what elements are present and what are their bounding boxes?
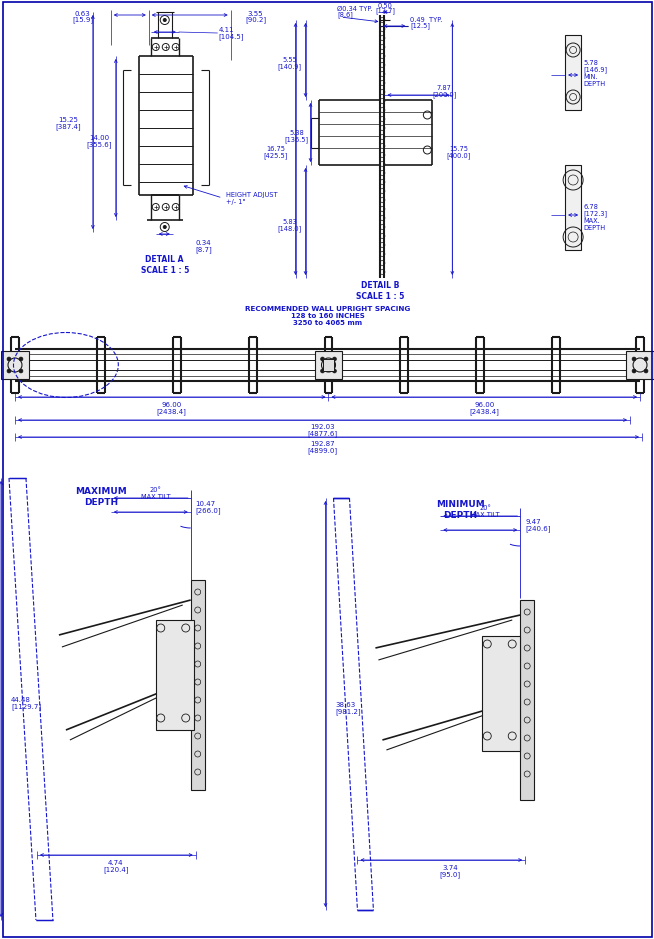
Bar xyxy=(322,359,334,371)
Text: [2438.4]: [2438.4] xyxy=(470,408,499,415)
Text: [12.7]: [12.7] xyxy=(375,8,396,14)
Text: MAX TILT: MAX TILT xyxy=(141,494,171,500)
Text: 38.63: 38.63 xyxy=(336,702,356,708)
Text: 0.34: 0.34 xyxy=(196,240,211,246)
Text: 3.74: 3.74 xyxy=(443,865,458,871)
Circle shape xyxy=(164,19,166,22)
Circle shape xyxy=(332,369,337,373)
Text: MAXIMUM
DEPTH: MAXIMUM DEPTH xyxy=(75,487,127,507)
Bar xyxy=(482,636,520,751)
Circle shape xyxy=(164,225,166,228)
Text: [15.9]: [15.9] xyxy=(73,17,94,23)
Text: DETAIL B
SCALE 1 : 5: DETAIL B SCALE 1 : 5 xyxy=(356,282,405,300)
Text: 5.83: 5.83 xyxy=(282,219,297,225)
Bar xyxy=(520,600,534,800)
Circle shape xyxy=(644,357,648,361)
Text: [266.0]: [266.0] xyxy=(196,508,221,515)
Text: 20°: 20° xyxy=(479,505,491,511)
Circle shape xyxy=(632,357,636,361)
Text: 9.47: 9.47 xyxy=(525,519,541,525)
Text: DETAIL A
SCALE 1 : 5: DETAIL A SCALE 1 : 5 xyxy=(141,255,189,275)
Circle shape xyxy=(19,369,23,373)
Text: HEIGHT ADJUST: HEIGHT ADJUST xyxy=(226,192,277,198)
Text: DEPTH: DEPTH xyxy=(583,81,605,87)
Text: [12.5]: [12.5] xyxy=(410,23,430,29)
Text: [140.9]: [140.9] xyxy=(277,64,301,70)
Circle shape xyxy=(7,357,11,361)
Text: RECOMMENDED WALL UPRIGHT SPACING: RECOMMENDED WALL UPRIGHT SPACING xyxy=(245,306,410,312)
Text: 128 to 160 INCHES: 128 to 160 INCHES xyxy=(290,313,364,319)
Text: [387.4]: [387.4] xyxy=(55,124,80,131)
Circle shape xyxy=(632,369,636,373)
Text: [8.6]: [8.6] xyxy=(337,11,353,19)
Text: 15.75: 15.75 xyxy=(449,146,468,152)
Text: 15.25: 15.25 xyxy=(58,117,78,123)
Text: [1129.7]: [1129.7] xyxy=(11,703,41,711)
Text: [95.0]: [95.0] xyxy=(439,871,461,878)
Circle shape xyxy=(332,357,337,361)
Text: [136.5]: [136.5] xyxy=(284,137,309,144)
Bar xyxy=(565,165,581,250)
Text: MIN.: MIN. xyxy=(583,74,598,80)
Text: 3.55: 3.55 xyxy=(248,11,264,17)
Text: 14.00: 14.00 xyxy=(89,135,109,141)
Text: 96.00: 96.00 xyxy=(474,402,494,408)
Text: [4899.0]: [4899.0] xyxy=(307,448,337,454)
Text: 20°: 20° xyxy=(150,487,162,493)
Text: [90.2]: [90.2] xyxy=(245,17,266,23)
Text: 3250 to 4065 mm: 3250 to 4065 mm xyxy=(293,320,362,326)
Circle shape xyxy=(320,369,324,373)
Text: 16.75: 16.75 xyxy=(266,146,285,152)
Bar xyxy=(315,351,343,379)
Text: [104.5]: [104.5] xyxy=(218,34,244,40)
Text: [120.4]: [120.4] xyxy=(103,867,129,873)
Text: DEPTH: DEPTH xyxy=(583,225,605,231)
Circle shape xyxy=(7,369,11,373)
Bar xyxy=(626,351,654,379)
Text: [400.0]: [400.0] xyxy=(446,153,470,160)
Text: 0.63: 0.63 xyxy=(75,11,91,17)
Bar xyxy=(191,580,205,790)
Text: 5.55: 5.55 xyxy=(282,57,297,63)
Text: 10.47: 10.47 xyxy=(196,501,216,507)
Text: 5.38: 5.38 xyxy=(289,130,304,136)
Text: MINIMUM
DEPTH: MINIMUM DEPTH xyxy=(436,500,485,519)
Text: 5.78: 5.78 xyxy=(583,60,598,66)
Bar xyxy=(565,35,581,110)
Text: 96.00: 96.00 xyxy=(162,402,182,408)
Text: [8.7]: [8.7] xyxy=(196,247,213,254)
Text: Ø0.34 TYP.: Ø0.34 TYP. xyxy=(337,6,373,12)
Text: [981.2]: [981.2] xyxy=(336,709,361,716)
Text: 44.48: 44.48 xyxy=(11,697,31,703)
Text: 0.49  TYP.: 0.49 TYP. xyxy=(410,17,443,23)
Circle shape xyxy=(644,369,648,373)
Text: [355.6]: [355.6] xyxy=(86,142,112,148)
Text: [148.0]: [148.0] xyxy=(277,225,301,232)
Text: [425.5]: [425.5] xyxy=(264,153,288,160)
Circle shape xyxy=(320,357,324,361)
Text: MAX.: MAX. xyxy=(583,218,600,224)
Text: [200.0]: [200.0] xyxy=(432,92,456,99)
Text: +/- 1": +/- 1" xyxy=(226,199,245,205)
Text: [146.9]: [146.9] xyxy=(583,67,607,73)
Text: MAX TILT: MAX TILT xyxy=(470,512,500,518)
Text: 0.50: 0.50 xyxy=(378,3,393,9)
Text: 4.74: 4.74 xyxy=(108,860,124,866)
Text: 4.11: 4.11 xyxy=(218,27,234,33)
Bar xyxy=(1,351,29,379)
Text: [4877.6]: [4877.6] xyxy=(307,431,337,438)
Text: [172.3]: [172.3] xyxy=(583,210,607,217)
Bar xyxy=(156,620,194,730)
Text: 7.87: 7.87 xyxy=(437,85,452,91)
Text: 192.87: 192.87 xyxy=(310,441,335,447)
Circle shape xyxy=(19,357,23,361)
Text: 192.03: 192.03 xyxy=(310,424,335,430)
Text: 6.78: 6.78 xyxy=(583,204,598,210)
Text: [240.6]: [240.6] xyxy=(525,526,551,532)
Text: [2438.4]: [2438.4] xyxy=(157,408,186,415)
